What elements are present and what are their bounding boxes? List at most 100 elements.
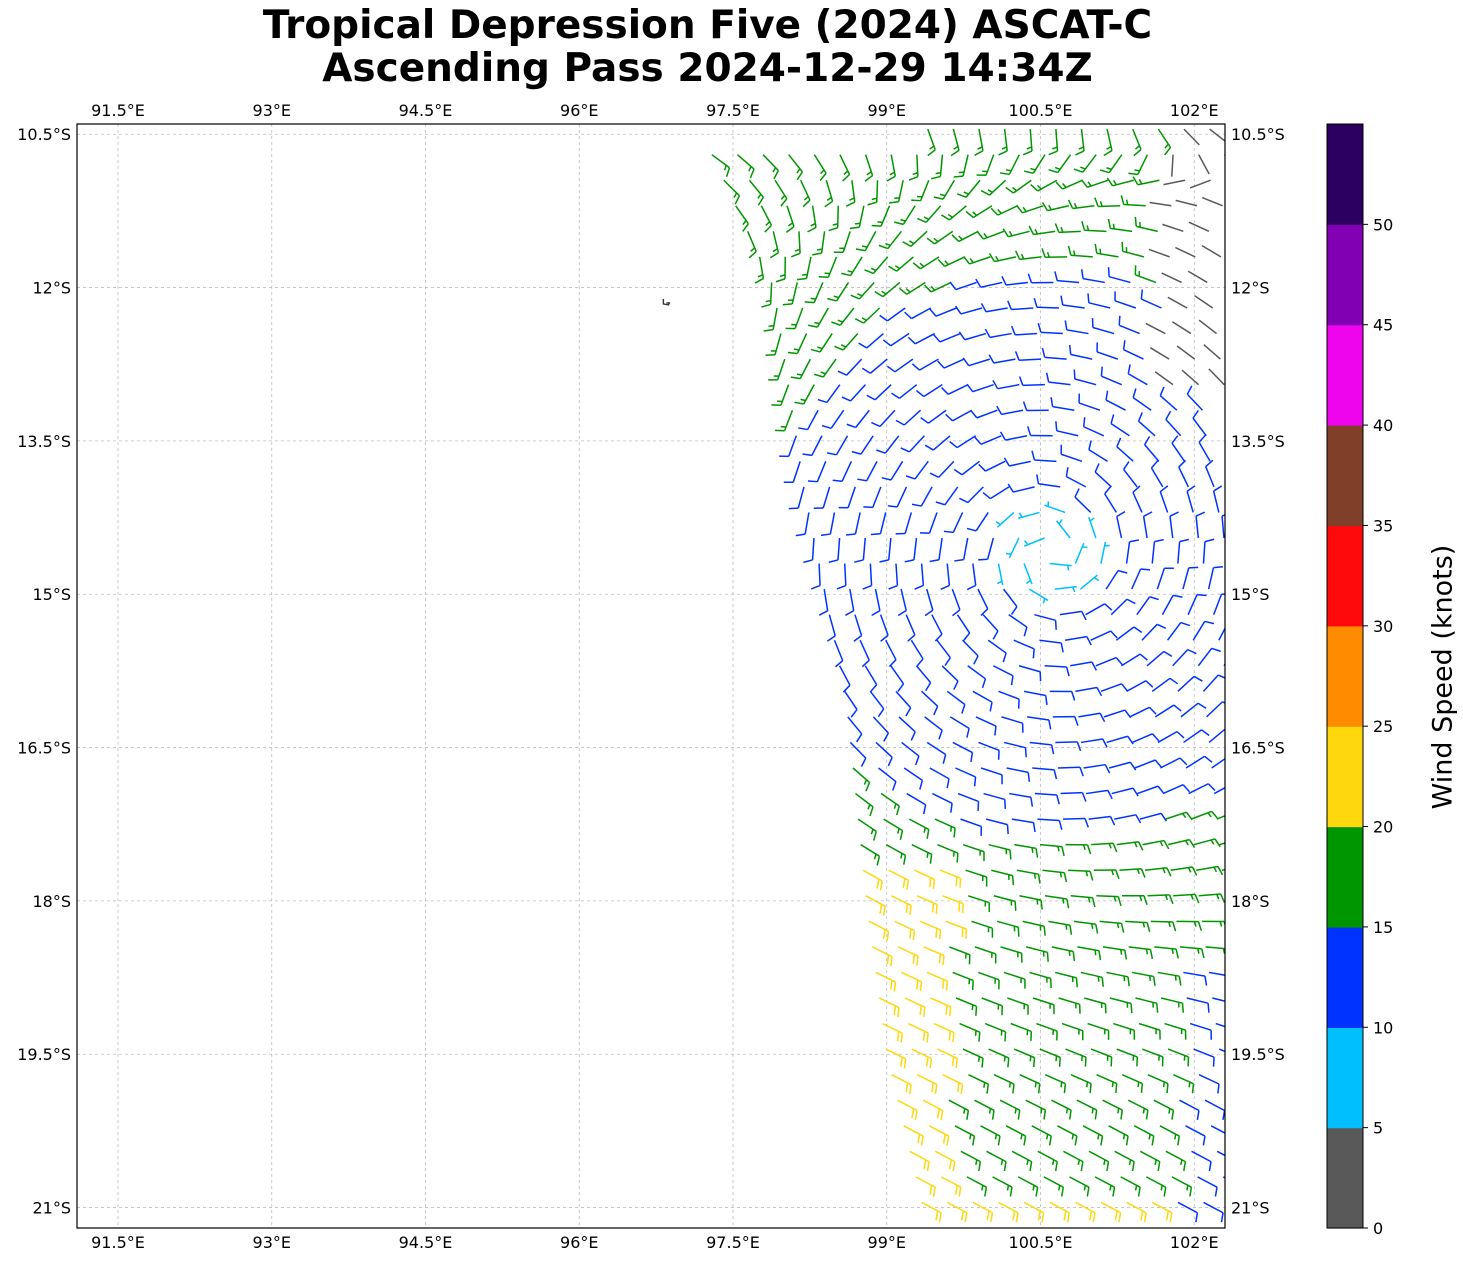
wind-barb <box>1121 894 1148 905</box>
wind-barb <box>1202 538 1215 564</box>
lat-tick-label-right: 21°S <box>1231 1199 1270 1218</box>
wind-barb <box>1157 730 1185 744</box>
wind-barb <box>853 614 863 642</box>
wind-barb <box>802 435 823 457</box>
wind-barb <box>993 665 1014 686</box>
wind-barb <box>1211 757 1225 769</box>
wind-barb <box>949 946 971 965</box>
wind-barb <box>1197 1176 1218 1197</box>
colorbar-tick-label: 0 <box>1373 1219 1383 1238</box>
wind-barb <box>852 767 871 792</box>
wind-barb <box>1078 712 1106 722</box>
wind-barb <box>954 1125 976 1146</box>
wind-barb <box>915 665 932 692</box>
wind-barb <box>927 128 936 157</box>
wind-barb <box>996 563 1004 586</box>
wind-barb <box>1178 459 1190 488</box>
wind-barb <box>1223 662 1225 667</box>
wind-barb <box>1026 426 1053 437</box>
wind-barb <box>1139 1150 1161 1172</box>
wind-barb <box>1076 1099 1098 1120</box>
wind-barb <box>1055 741 1082 752</box>
wind-barb <box>1081 220 1107 233</box>
wind-barb <box>1094 197 1121 208</box>
wind-barb <box>1050 397 1075 411</box>
wind-barb <box>1154 371 1174 386</box>
wind-barb <box>968 1073 990 1094</box>
wind-barb <box>891 895 912 915</box>
wind-barb <box>845 512 861 536</box>
wind-barb <box>807 205 817 233</box>
wind-barb <box>1018 376 1045 387</box>
wind-barb <box>1221 868 1225 871</box>
wind-barb <box>1151 677 1179 692</box>
wind-barb <box>1106 971 1130 987</box>
wind-barb <box>905 460 929 480</box>
wind-barb <box>1060 295 1085 309</box>
wind-barb <box>1049 690 1076 701</box>
wind-barb <box>982 486 1010 500</box>
lat-tick-label-right: 18°S <box>1231 892 1270 911</box>
wind-barb <box>933 179 956 200</box>
wind-barb <box>871 588 881 617</box>
wind-barb <box>1222 1176 1225 1179</box>
wind-barb <box>855 792 874 817</box>
wind-barb <box>951 230 979 243</box>
wind-barb <box>1007 997 1029 1015</box>
wind-barb <box>888 563 899 590</box>
wind-barb <box>946 1201 968 1223</box>
wind-barb <box>1187 593 1207 615</box>
wind-barb <box>1094 1176 1116 1197</box>
wind-barb <box>1192 620 1215 641</box>
wind-barb <box>1110 414 1130 437</box>
wind-barb <box>1090 630 1118 641</box>
wind-barb <box>923 946 945 965</box>
wind-barb <box>988 253 1017 263</box>
wind-barb <box>1014 250 1042 261</box>
wind-barb <box>1065 1048 1087 1067</box>
wind-barb <box>847 716 863 743</box>
wind-barb <box>999 154 1020 176</box>
wind-barb <box>1059 610 1087 621</box>
wind-barb <box>1171 321 1192 335</box>
wind-barb <box>838 665 851 693</box>
wind-barb <box>885 844 907 865</box>
wind-barb <box>895 409 922 426</box>
gridlines <box>77 124 1225 1228</box>
wind-barb <box>904 537 918 563</box>
wind-barb <box>972 690 993 712</box>
colorbar-tick-label: 5 <box>1373 1119 1383 1138</box>
wind-barb <box>1126 1201 1147 1223</box>
wind-barb <box>1006 767 1031 782</box>
wind-barb <box>1080 738 1108 748</box>
wind-barb <box>974 946 997 964</box>
wind-barb <box>1051 1099 1072 1120</box>
wind-barb <box>1104 485 1117 513</box>
wind-barb <box>992 1176 1013 1197</box>
wind-barb <box>978 971 1000 990</box>
wind-barb <box>1150 460 1164 488</box>
wind-barb <box>1002 228 1030 238</box>
wind-barb <box>1183 128 1200 146</box>
wind-barb <box>813 154 827 182</box>
lon-tick-label-top: 99°E <box>868 101 906 120</box>
wind-barb <box>723 179 741 205</box>
wind-barb <box>1061 1022 1084 1041</box>
wind-barb <box>1159 1125 1181 1146</box>
lat-tick-label-right: 13.5°S <box>1231 432 1285 451</box>
wind-barb <box>876 435 900 454</box>
lat-tick-label-left: 16.5°S <box>17 739 71 758</box>
wind-barb <box>1171 154 1174 177</box>
wind-barb <box>952 741 974 763</box>
wind-barb <box>1067 245 1093 258</box>
wind-barb <box>1115 626 1143 641</box>
wind-barb <box>854 537 866 563</box>
wind-barb <box>935 486 959 506</box>
wind-barb <box>838 486 856 509</box>
wind-barb <box>1086 789 1113 800</box>
wind-barb <box>1183 971 1208 986</box>
wind-barb <box>980 179 1007 196</box>
wind-barb <box>941 205 967 221</box>
colorbar-segment <box>1327 826 1363 928</box>
